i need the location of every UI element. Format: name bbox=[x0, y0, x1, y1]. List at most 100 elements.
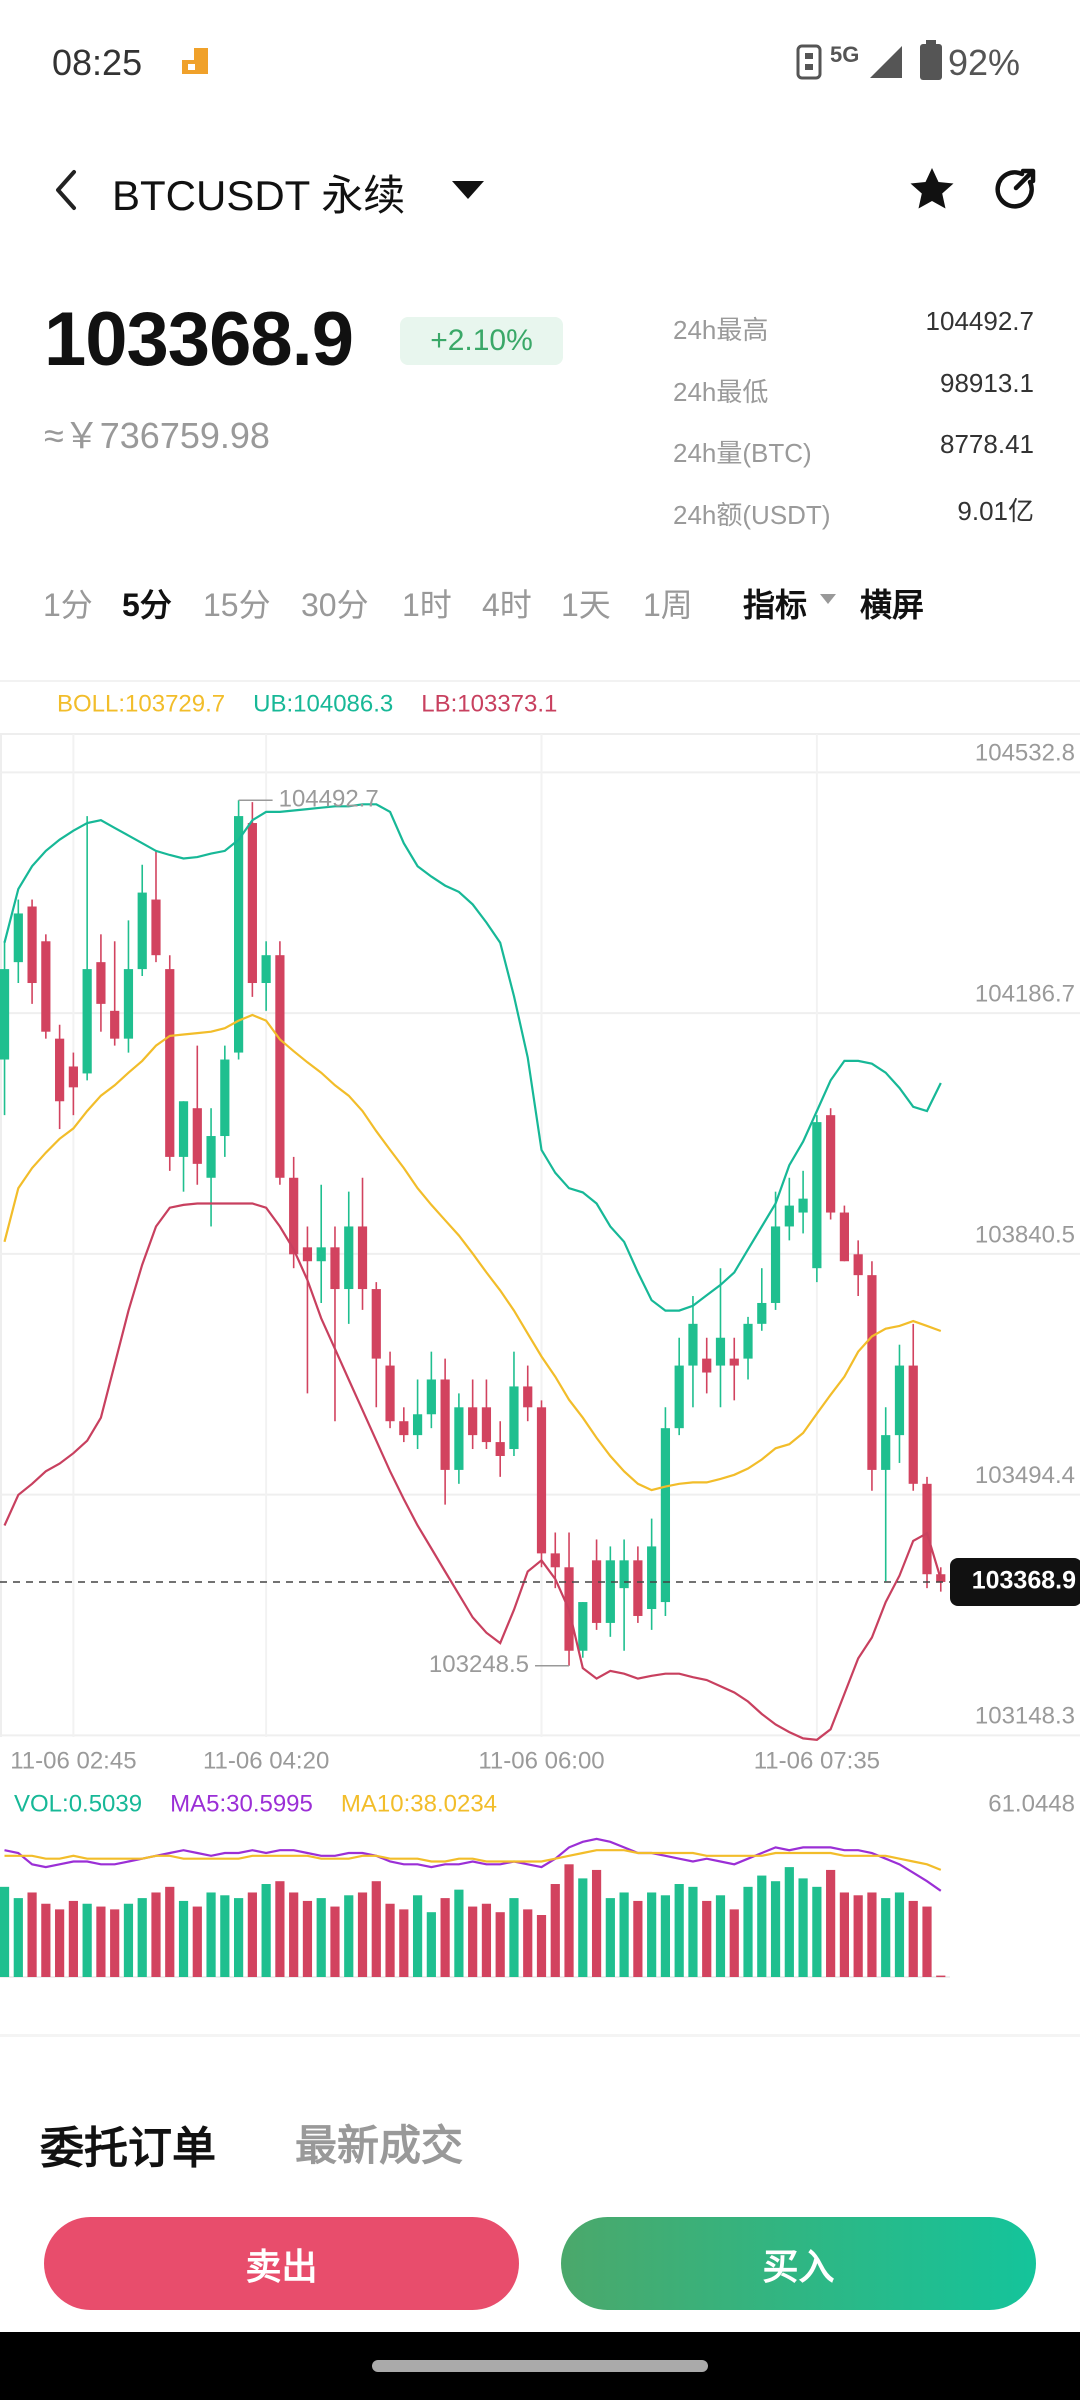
candle-body bbox=[178, 1101, 189, 1157]
volume-bar bbox=[27, 1892, 37, 1977]
y-tick-label: 104532.8 bbox=[975, 740, 1075, 767]
volume-bar bbox=[371, 1881, 381, 1977]
symbol: BTCUSDT bbox=[112, 172, 310, 219]
candle-body bbox=[385, 1365, 395, 1422]
candle-body bbox=[440, 1379, 450, 1470]
volume-bar bbox=[770, 1881, 781, 1977]
volume-bar bbox=[826, 1869, 836, 1977]
trades-tab[interactable]: 最新成交 bbox=[295, 2122, 464, 2169]
x-tick-label: 11-06 02:45 bbox=[10, 1747, 136, 1774]
volume-bar bbox=[936, 1975, 946, 1978]
volume-bar bbox=[178, 1900, 189, 1977]
interval-tab[interactable]: 15分 bbox=[203, 587, 271, 623]
divider bbox=[0, 2034, 1080, 2037]
volume-bar bbox=[13, 1898, 23, 1977]
volume-ma-line bbox=[4, 1849, 942, 1871]
status-time: 08:25 bbox=[52, 42, 143, 83]
candle-body bbox=[316, 1247, 326, 1262]
volume-bar bbox=[812, 1886, 822, 1977]
interval-tab[interactable]: 30分 bbox=[301, 587, 369, 623]
candle-body bbox=[96, 962, 106, 1004]
volume-bar bbox=[702, 1900, 712, 1977]
candle-body bbox=[894, 1365, 905, 1436]
contract-type: 永续 bbox=[321, 172, 406, 219]
volume-bar bbox=[0, 1886, 10, 1977]
candle-body bbox=[812, 1122, 822, 1269]
sell-button[interactable]: 卖出 bbox=[44, 2217, 519, 2310]
volume-bar bbox=[247, 1892, 257, 1977]
cny-price: ≈￥736759.98 bbox=[44, 415, 270, 456]
volume-bar bbox=[660, 1895, 671, 1977]
candle-body bbox=[344, 1226, 354, 1290]
volume-bar bbox=[894, 1892, 905, 1977]
volume-bar bbox=[344, 1895, 354, 1977]
volume-bar bbox=[137, 1898, 147, 1977]
volume-bar bbox=[96, 1906, 106, 1977]
volume-bar bbox=[151, 1892, 161, 1977]
y-tick-label: 103148.3 bbox=[975, 1703, 1075, 1730]
favorite-button[interactable] bbox=[908, 166, 956, 212]
buy-button[interactable]: 买入 bbox=[561, 2217, 1036, 2310]
interval-tab[interactable]: 1时 bbox=[402, 587, 452, 623]
navigation-bar bbox=[0, 2332, 1080, 2400]
volume-bar bbox=[798, 1878, 808, 1977]
stat-value: 8778.41 bbox=[940, 429, 1034, 459]
legend-entry: BOLL:103729.7 bbox=[57, 690, 225, 717]
interval-tab[interactable]: 1周 bbox=[643, 587, 693, 623]
candle-body bbox=[660, 1428, 671, 1603]
status-network: 5G bbox=[830, 42, 860, 67]
candle-body bbox=[234, 816, 244, 1053]
candle-body bbox=[702, 1358, 712, 1373]
volume-bar bbox=[468, 1906, 478, 1977]
candle-body bbox=[357, 1226, 368, 1290]
volume-bar bbox=[578, 1878, 588, 1977]
candle-body bbox=[137, 892, 147, 970]
divider bbox=[0, 680, 1080, 682]
last-price: 103368.9 bbox=[44, 297, 354, 382]
volume-bar bbox=[234, 1898, 244, 1977]
interval-tab[interactable]: 4时 bbox=[482, 587, 532, 623]
candle-body bbox=[220, 1059, 230, 1137]
candle-body bbox=[302, 1247, 313, 1262]
volume-bar bbox=[495, 1912, 505, 1977]
candle-body bbox=[165, 969, 175, 1157]
landscape-button[interactable]: 横屏 bbox=[860, 587, 925, 623]
symbol-dropdown[interactable] bbox=[450, 178, 486, 202]
boll-line bbox=[3, 803, 942, 1312]
candle-body bbox=[0, 969, 10, 1060]
candle-body bbox=[481, 1407, 492, 1443]
status-nfc-icon bbox=[796, 44, 822, 80]
candle-body bbox=[839, 1212, 849, 1262]
share-button[interactable] bbox=[990, 164, 1040, 214]
candle-body bbox=[192, 1108, 202, 1164]
interval-tab[interactable]: 1分 bbox=[43, 587, 93, 623]
interval-tab[interactable]: 5分 bbox=[122, 587, 172, 623]
legend-entry: VOL:0.5039 bbox=[14, 1790, 142, 1817]
stat-label: 24h最高 bbox=[673, 315, 769, 345]
y-tick-label: 61.0448 bbox=[988, 1790, 1075, 1817]
candle-body bbox=[688, 1323, 698, 1366]
candle-body bbox=[330, 1247, 340, 1290]
order-tab[interactable]: 委托订单 bbox=[40, 2124, 216, 2173]
boll-line bbox=[3, 1202, 942, 1741]
candle-body bbox=[13, 913, 23, 963]
legend-entry: MA5:30.5995 bbox=[170, 1790, 313, 1817]
symbol-title[interactable]: BTCUSDT 永续 bbox=[112, 162, 405, 223]
candle-body bbox=[729, 1358, 739, 1366]
volume-bar bbox=[674, 1884, 684, 1977]
stat-value: 104492.7 bbox=[925, 306, 1034, 336]
volume-bar bbox=[55, 1909, 65, 1977]
candle-body bbox=[289, 1177, 299, 1255]
interval-tab[interactable]: 1天 bbox=[561, 587, 611, 623]
candle-body bbox=[468, 1407, 478, 1436]
candle-body bbox=[495, 1442, 505, 1456]
indicator-button[interactable]: 指标 bbox=[743, 587, 808, 623]
stat-label: 24h最低 bbox=[673, 377, 769, 407]
indicator-caret bbox=[820, 594, 836, 604]
high-label: 104492.7 bbox=[279, 786, 379, 813]
back-button[interactable] bbox=[50, 168, 84, 212]
volume-bar bbox=[165, 1886, 175, 1977]
volume-bar bbox=[289, 1892, 299, 1977]
candle-body bbox=[151, 899, 161, 956]
